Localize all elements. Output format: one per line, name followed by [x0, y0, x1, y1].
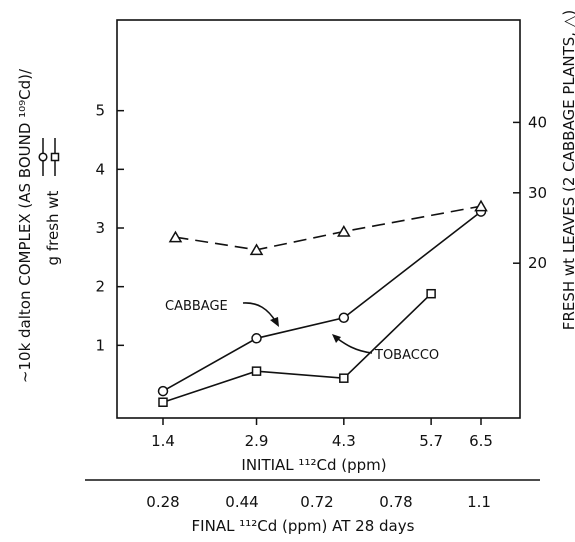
square-legend-marker: [50, 152, 60, 162]
x2-axis-title: FINAL ¹¹²Cd (ppm) AT 28 days: [192, 517, 415, 535]
x-tick-label: 6.5: [469, 432, 493, 450]
triangle-point: [168, 230, 183, 243]
tobacco-series-line: [162, 293, 432, 403]
y-tick-label: 3: [95, 219, 105, 237]
triangle-series-line: [175, 205, 482, 251]
x2-tick-label: 0.44: [225, 493, 258, 511]
cabbage-series-line: [162, 210, 482, 392]
y-tick-label: 5: [95, 102, 105, 120]
y2-tick-label: 20: [528, 254, 547, 272]
triangle-point: [474, 199, 488, 212]
cabbage-arrowhead: [270, 317, 279, 327]
series-layer: [157, 199, 488, 407]
y-axis-unit: g fresh wt: [44, 190, 62, 265]
y2-tick-label: 30: [528, 184, 547, 202]
y2-axis-title: FRESH wt LEAVES (2 CABBAGE PLANTS, △): [560, 10, 575, 330]
cabbage-arrow: [242, 302, 277, 323]
y-axis-unit-markers: [38, 138, 60, 176]
cabbage-point: [338, 312, 350, 324]
tobacco-point: [339, 373, 349, 383]
cabbage-point: [157, 385, 169, 397]
y2-tick-label: 40: [528, 113, 547, 131]
plot-frame: [116, 19, 521, 419]
x-tick-label: 4.3: [332, 432, 356, 450]
cabbage-label: CABBAGE: [165, 299, 228, 314]
tobacco-point: [158, 397, 168, 407]
triangle-point: [337, 225, 351, 237]
y-tick-label: 1: [95, 336, 105, 354]
y-tick-label: 4: [95, 160, 105, 178]
x-axis-title: INITIAL ¹¹²Cd (ppm): [241, 456, 386, 474]
y-axis-title: ~10k dalton COMPLEX (AS BOUND ¹⁰⁹Cd)/: [16, 68, 34, 383]
x2-tick-label: 0.78: [379, 493, 412, 511]
x-tick-label: 5.7: [419, 432, 443, 450]
x2-tick-label: 0.72: [300, 493, 333, 511]
x-tick-label: 2.9: [245, 432, 269, 450]
tobacco-point: [251, 366, 262, 376]
tobacco-arrow: [337, 338, 373, 354]
cabbage-point: [251, 333, 262, 344]
tobacco-arrowhead: [332, 334, 341, 343]
x-tick-label: 1.4: [151, 432, 175, 450]
x2-tick-label: 0.28: [146, 493, 179, 511]
x-axis-initial: 1.4 2.9 4.3 5.7 6.5: [151, 418, 493, 450]
right-y-axis: 20 30 40: [513, 113, 547, 272]
y-tick-label: 2: [95, 278, 105, 296]
left-y-axis: 1 2 3 4 5: [95, 102, 124, 354]
tobacco-label: TOBACCO: [374, 348, 439, 363]
x-axis-final: 0.28 0.44 0.72 0.78 1.1: [146, 493, 491, 511]
x2-tick-label: 1.1: [467, 493, 491, 511]
tobacco-point: [426, 288, 436, 299]
triangle-point: [249, 243, 264, 256]
circle-legend-marker: [38, 152, 48, 162]
